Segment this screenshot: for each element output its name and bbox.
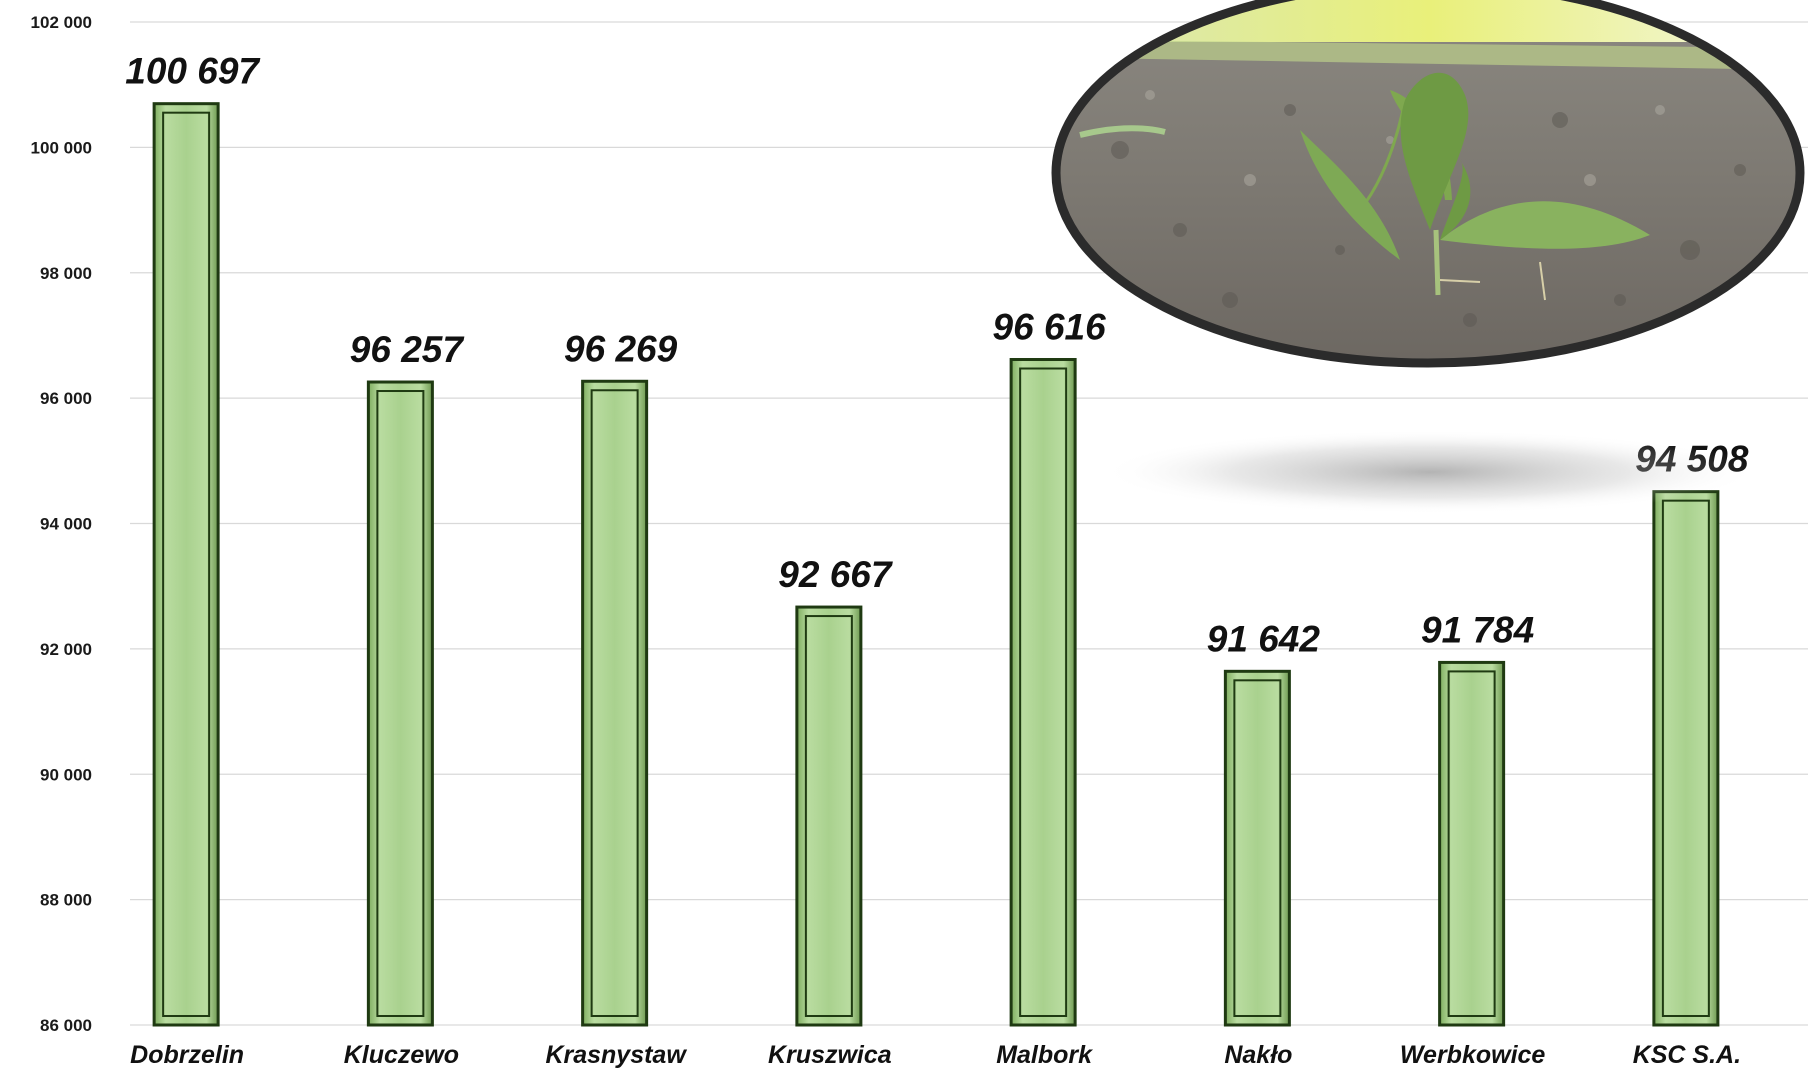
y-tick-label: 88 000	[40, 891, 92, 910]
bar-body	[1223, 669, 1291, 1027]
bar-inner-edge	[1447, 670, 1496, 1018]
bar-inner-edge	[1661, 499, 1710, 1018]
data-label: 96 257	[350, 329, 466, 370]
bar-inner-edge	[1019, 367, 1068, 1017]
data-label: 91 784	[1421, 609, 1534, 650]
y-tick-label: 86 000	[40, 1016, 92, 1035]
bar	[152, 102, 220, 1027]
bar-body	[1009, 358, 1077, 1027]
data-label: 91 642	[1207, 618, 1321, 659]
bar	[581, 379, 649, 1027]
bar-body	[1438, 660, 1506, 1027]
y-axis-tick-labels: 86 000 88 000 90 000 92 000 94 000 96 000 98 0…	[31, 13, 92, 1035]
bar	[1009, 358, 1077, 1027]
bar	[1438, 660, 1506, 1027]
y-tick-label: 90 000	[40, 765, 92, 784]
bar-body	[152, 102, 220, 1027]
bar	[1652, 490, 1720, 1027]
data-label: 96 269	[564, 328, 678, 369]
bar-body	[1652, 490, 1720, 1027]
x-category-label: Werbkowice	[1400, 1041, 1546, 1068]
bar-inner-edge	[804, 615, 853, 1017]
data-label: 96 616	[993, 307, 1107, 348]
bar-body	[366, 380, 434, 1027]
x-category-label: Nakło	[1224, 1041, 1292, 1068]
y-tick-label: 94 000	[40, 515, 92, 534]
y-tick-label: 98 000	[40, 264, 92, 283]
sugar-beet-seedling-photo	[1051, 0, 1805, 368]
bar	[795, 605, 863, 1027]
x-category-label: KSC S.A.	[1633, 1041, 1741, 1068]
x-category-label: Kruszwica	[768, 1041, 892, 1068]
bar	[366, 380, 434, 1027]
y-tick-label: 102 000	[31, 13, 92, 32]
x-axis-category-labels: Dobrzelin Kluczewo Krasnystaw Kruszwica Malb…	[130, 1041, 1741, 1068]
x-category-label: Dobrzelin	[130, 1041, 244, 1068]
data-label: 100 697	[125, 51, 261, 92]
bar-inner-edge	[590, 389, 639, 1017]
y-tick-label: 100 000	[31, 138, 92, 157]
bar-body	[581, 379, 649, 1027]
bar-inner-edge	[376, 390, 425, 1018]
bar-inner-edge	[1233, 679, 1282, 1017]
bar-inner-edge	[162, 111, 211, 1017]
data-label: 92 667	[778, 554, 894, 595]
bar	[1223, 669, 1291, 1027]
x-category-label: Krasnystaw	[545, 1041, 687, 1068]
bar-body	[795, 605, 863, 1027]
y-tick-label: 92 000	[40, 640, 92, 659]
x-category-label: Kluczewo	[344, 1041, 459, 1068]
photo-shadow	[1100, 430, 1760, 514]
x-category-label: Malbork	[996, 1041, 1093, 1068]
bars: 100 697 96 257 96 269 92 667 96 616 91 642 91 …	[125, 51, 1749, 1027]
y-tick-label: 96 000	[40, 389, 92, 408]
